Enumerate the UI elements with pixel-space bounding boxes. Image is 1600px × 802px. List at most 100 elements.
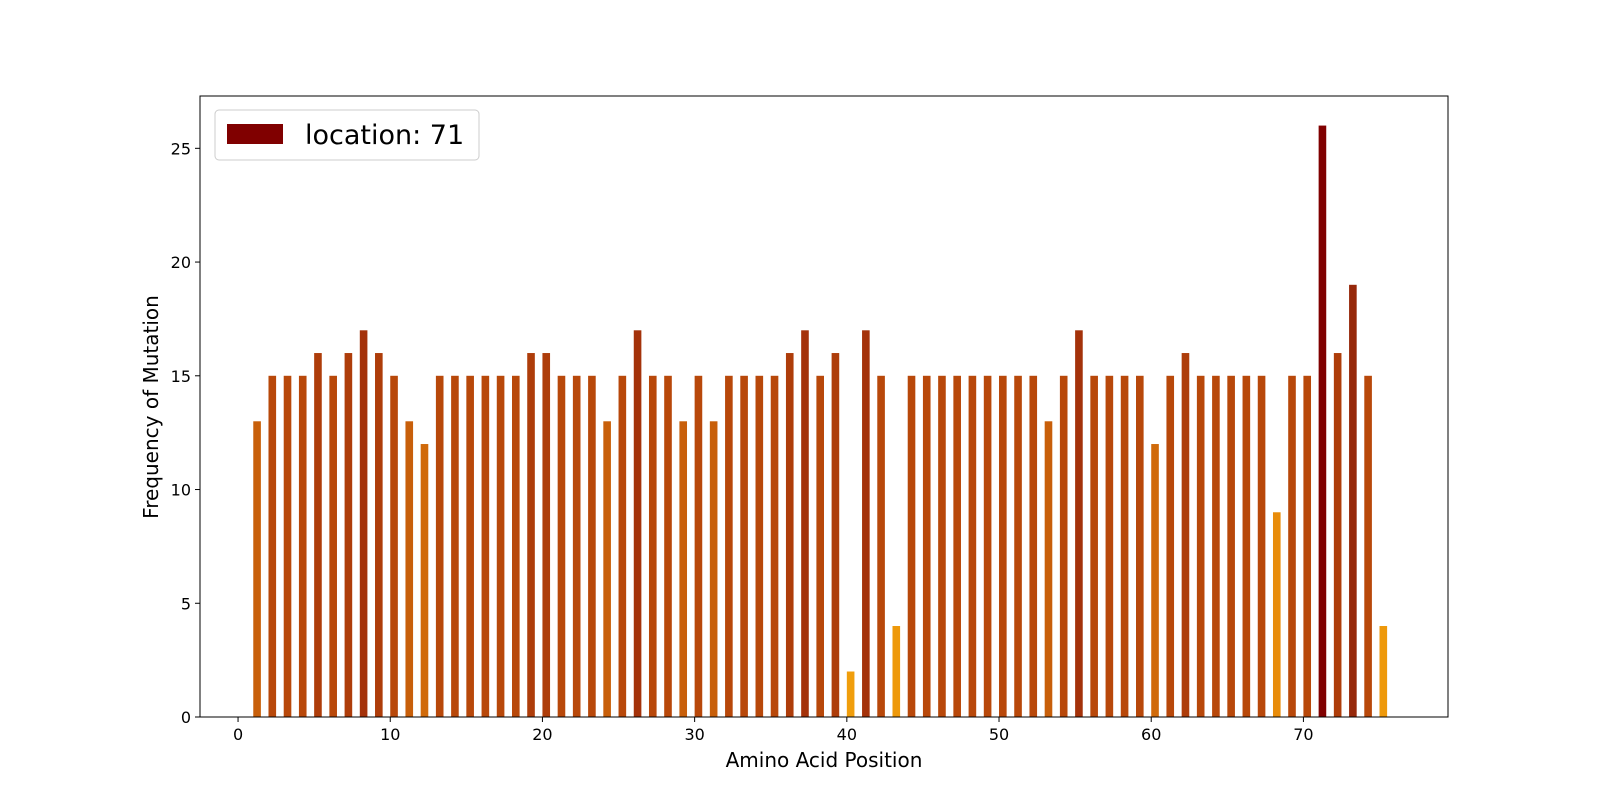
legend-frame [214,109,480,161]
bar-4 [298,375,307,717]
bar-35 [770,375,779,717]
bar-28 [664,375,672,717]
bar-62 [1181,353,1190,717]
bar-9 [375,353,383,717]
bar-43 [892,626,901,717]
y-tick-label: 20 [171,253,191,272]
legend: location: 71 [214,109,480,161]
bar-20 [542,353,551,717]
y-tick-label: 15 [171,367,191,386]
y-axis-ticks: 0 5 10 15 20 25 [171,139,200,727]
bar-39 [831,353,840,717]
bar-8 [359,330,368,717]
bar-33 [740,375,748,717]
bar-15 [466,375,474,717]
bar-67 [1257,375,1266,717]
x-tick-label: 20 [532,725,552,744]
bar-63 [1196,375,1205,717]
legend-label: location: 71 [305,120,464,151]
bar-11 [405,421,414,717]
bar-30 [694,375,703,717]
x-tick-label: 10 [380,725,400,744]
bar-29 [679,421,688,717]
bar-48 [968,375,977,717]
bar-69 [1288,375,1296,717]
x-axis-ticks: 0 10 20 30 40 50 60 70 [233,717,1314,744]
bar-42 [877,375,885,717]
bar-49 [983,375,992,717]
bar-61 [1166,375,1175,717]
x-tick-label: 70 [1293,725,1313,744]
bar-73 [1349,284,1357,717]
bar-16 [481,375,490,717]
bar-47 [953,375,961,717]
bar-2 [268,375,277,717]
bar-1 [253,421,261,717]
x-tick-label: 50 [989,725,1009,744]
bar-38 [816,375,824,717]
bar-57 [1105,375,1114,717]
bar-32 [725,375,733,717]
bars-group [253,125,1388,717]
bar-13 [435,375,444,717]
bar-31 [709,421,718,717]
bar-46 [938,375,946,717]
bar-34 [755,375,764,717]
bar-7 [344,353,353,717]
bar-45 [922,375,931,717]
bar-12 [420,444,429,717]
y-axis-label: Frequency of Mutation [139,295,163,519]
bar-40 [846,671,855,717]
bar-19 [527,353,535,717]
bar-36 [785,353,794,717]
bar-3 [283,375,292,717]
bar-27 [648,375,657,717]
bar-24 [603,421,611,717]
bar-23 [588,375,596,717]
bar-68 [1272,512,1281,717]
bar-58 [1120,375,1129,717]
bar-51 [1014,375,1022,717]
bar-21 [557,375,566,717]
bar-18 [512,375,520,717]
bar-22 [572,375,581,717]
bar-41 [862,330,870,717]
bar-70 [1303,375,1312,717]
y-tick-label: 5 [181,594,191,613]
bar-6 [329,375,337,717]
bar-64 [1212,375,1220,717]
bar-53 [1044,421,1053,717]
bar-66 [1242,375,1251,717]
bar-56 [1090,375,1098,717]
bar-37 [801,330,809,717]
bar-25 [618,375,627,717]
legend-swatch [227,124,283,144]
y-tick-label: 10 [171,481,191,500]
bar-17 [496,375,505,717]
bar-75 [1379,626,1388,717]
bar-54 [1059,375,1068,717]
bar-26 [633,330,642,717]
plot-frame [199,95,1449,718]
bar-44 [907,375,916,717]
bar-10 [390,375,398,717]
bar-71 [1318,125,1327,717]
x-tick-label: 60 [1141,725,1161,744]
x-axis-label: Amino Acid Position [726,748,923,772]
y-tick-label: 25 [171,139,191,158]
bar-55 [1075,330,1083,717]
x-tick-label: 0 [233,725,243,744]
bar-59 [1136,375,1144,717]
bar-60 [1151,444,1159,717]
bar-14 [451,375,459,717]
bar-65 [1227,375,1235,717]
y-tick-label: 0 [181,708,191,727]
bar-72 [1333,353,1342,717]
bar-50 [999,375,1007,717]
bar-5 [314,353,322,717]
bar-74 [1364,375,1372,717]
x-tick-label: 40 [837,725,857,744]
x-tick-label: 30 [684,725,704,744]
bar-52 [1029,375,1038,717]
